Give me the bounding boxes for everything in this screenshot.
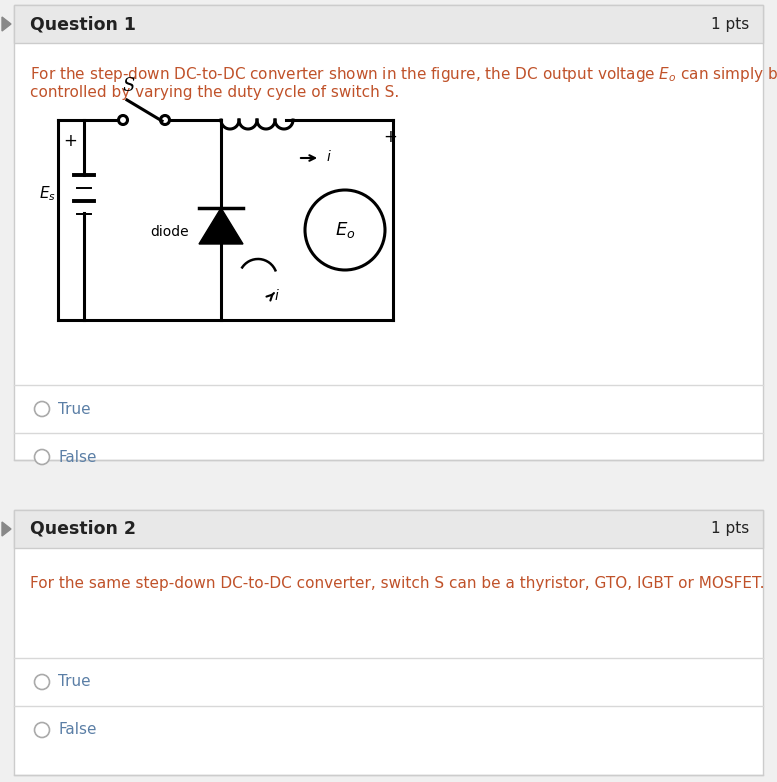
Circle shape (34, 723, 50, 737)
Text: controlled by varying the duty cycle of switch S.: controlled by varying the duty cycle of … (30, 85, 399, 100)
Polygon shape (199, 208, 243, 244)
Text: Question 1: Question 1 (30, 15, 136, 33)
FancyBboxPatch shape (14, 5, 763, 43)
Polygon shape (2, 522, 11, 536)
Text: True: True (58, 675, 91, 690)
Text: For the step-down DC-to-DC converter shown in the figure, the DC output voltage : For the step-down DC-to-DC converter sho… (30, 65, 777, 84)
Circle shape (34, 450, 50, 465)
Text: False: False (58, 723, 96, 737)
Polygon shape (2, 17, 11, 31)
Circle shape (34, 675, 50, 690)
Text: For the same step-down DC-to-DC converter, switch S can be a thyristor, GTO, IGB: For the same step-down DC-to-DC converte… (30, 576, 765, 591)
Text: S: S (123, 77, 135, 95)
Circle shape (34, 401, 50, 417)
Text: $i$: $i$ (326, 149, 332, 164)
FancyBboxPatch shape (14, 5, 763, 460)
FancyBboxPatch shape (14, 510, 763, 775)
Text: diode: diode (151, 225, 189, 239)
Text: +: + (383, 128, 397, 146)
Circle shape (161, 116, 169, 124)
Circle shape (119, 116, 127, 124)
FancyBboxPatch shape (14, 510, 763, 548)
Circle shape (305, 190, 385, 270)
Text: $i$: $i$ (274, 288, 280, 303)
Text: +: + (63, 132, 77, 150)
Text: 1 pts: 1 pts (711, 522, 749, 536)
Text: 1 pts: 1 pts (711, 16, 749, 31)
Text: True: True (58, 401, 91, 417)
Text: $E_s$: $E_s$ (39, 185, 56, 203)
Text: $E_o$: $E_o$ (335, 220, 355, 240)
Text: Question 2: Question 2 (30, 520, 136, 538)
Text: False: False (58, 450, 96, 465)
